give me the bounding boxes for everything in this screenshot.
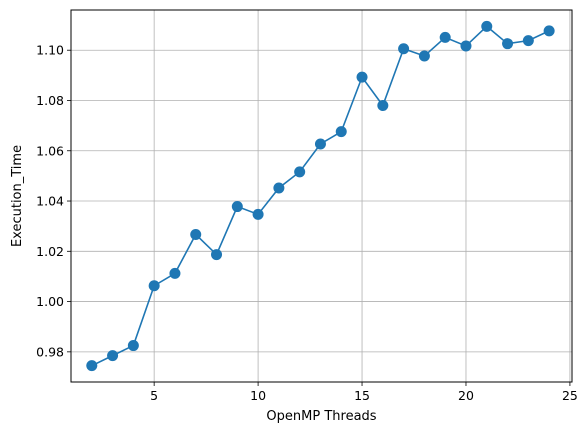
data-series [86,20,555,372]
data-point [356,71,368,83]
data-point [127,340,139,352]
x-tick-label: 25 [562,388,578,403]
x-axis-ticks: 5 10 15 20 25 [150,382,578,403]
y-tick-label: 1.06 [36,143,64,158]
x-axis-label: OpenMP Threads [266,409,376,424]
y-tick-label: 1.00 [36,294,64,309]
data-point [398,43,410,55]
data-point [190,228,202,240]
data-point [418,50,430,62]
data-point [481,20,493,32]
y-tick-label: 0.98 [36,344,64,359]
data-point [543,25,555,37]
data-point [86,360,98,372]
data-point [231,201,243,213]
y-axis-ticks: 0.98 1.00 1.02 1.04 1.06 1.08 1.10 [36,43,71,359]
data-point [107,350,119,362]
plot-area-frame [70,9,573,383]
data-point [460,40,472,52]
x-tick-label: 15 [354,388,370,403]
data-point [211,249,223,261]
data-point [522,35,534,47]
y-tick-label: 1.08 [36,93,64,108]
data-point [294,166,306,178]
x-tick-label: 10 [250,388,266,403]
data-point [252,208,264,220]
data-point [314,138,326,150]
y-tick-label: 1.02 [36,244,64,259]
data-point [502,38,514,50]
data-point [377,100,389,112]
x-tick-label: 5 [150,388,158,403]
data-point [335,126,347,138]
data-point [273,182,285,194]
data-point [439,31,451,43]
y-tick-label: 1.04 [36,194,64,209]
y-axis-label: Execution_Time [10,145,25,247]
data-point [148,280,160,292]
y-tick-label: 1.10 [36,43,64,58]
data-point [169,267,181,279]
x-tick-label: 20 [458,388,474,403]
